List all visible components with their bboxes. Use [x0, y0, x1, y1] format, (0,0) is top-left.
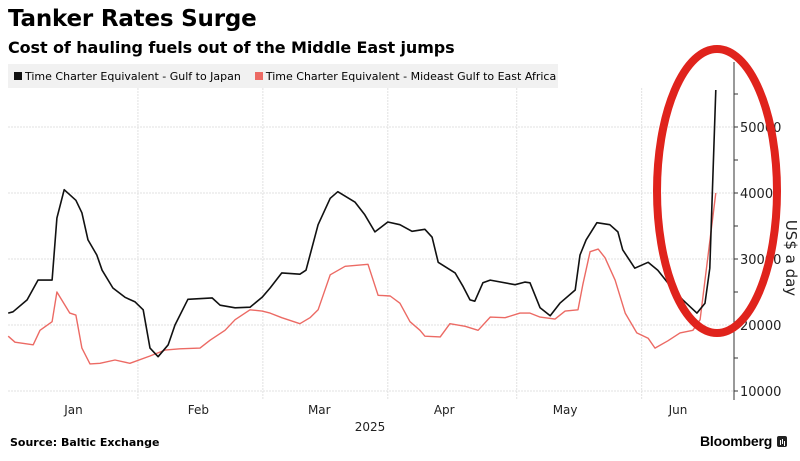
annotation-ellipse [653, 45, 781, 337]
legend-label-gulf-japan: Time Charter Equivalent - Gulf to Japan [25, 69, 241, 83]
x-tick-label: Mar [308, 403, 331, 417]
chart-subtitle: Cost of hauling fuels out of the Middle … [8, 38, 455, 57]
x-tick-label: Jun [668, 403, 688, 417]
series-line-gulf-africa [7, 192, 717, 365]
x-tick-label: May [553, 403, 578, 417]
x-tick-label: Jan [63, 403, 83, 417]
y-tick-label: 30000 [740, 253, 781, 268]
bloomberg-logo: Bloomberg [700, 433, 788, 449]
y-tick-label: 20000 [740, 319, 781, 334]
legend-swatch-gulf-africa [254, 72, 263, 80]
brand-name: Bloomberg [700, 433, 773, 449]
x-tick-label: Feb [188, 403, 209, 417]
legend-label-gulf-africa: Time Charter Equivalent - Mideast Gulf t… [265, 69, 557, 83]
source-note: Source: Baltic Exchange [10, 436, 160, 449]
legend: Time Charter Equivalent - Gulf to Japan … [8, 64, 558, 88]
y-tick-label: 10000 [740, 385, 781, 400]
y-tick-label: 40000 [740, 187, 781, 202]
bloomberg-chart-icon [777, 435, 788, 447]
series-line-gulf-japan [7, 89, 717, 358]
x-axis: Jan Feb Mar Apr May Jun [63, 403, 687, 417]
legend-item-gulf-japan[interactable]: Time Charter Equivalent - Gulf to Japan [14, 70, 241, 83]
series-lines [7, 89, 717, 365]
x-axis-title: 2025 [355, 420, 386, 434]
legend-item-gulf-africa[interactable]: Time Charter Equivalent - Mideast Gulf t… [254, 69, 557, 83]
legend-swatch-gulf-japan [14, 72, 22, 80]
y-axis-title: US$ a day [782, 220, 800, 296]
x-tick-label: Apr [434, 403, 455, 417]
chart-title: Tanker Rates Surge [8, 6, 257, 32]
grid-lines [8, 88, 734, 400]
